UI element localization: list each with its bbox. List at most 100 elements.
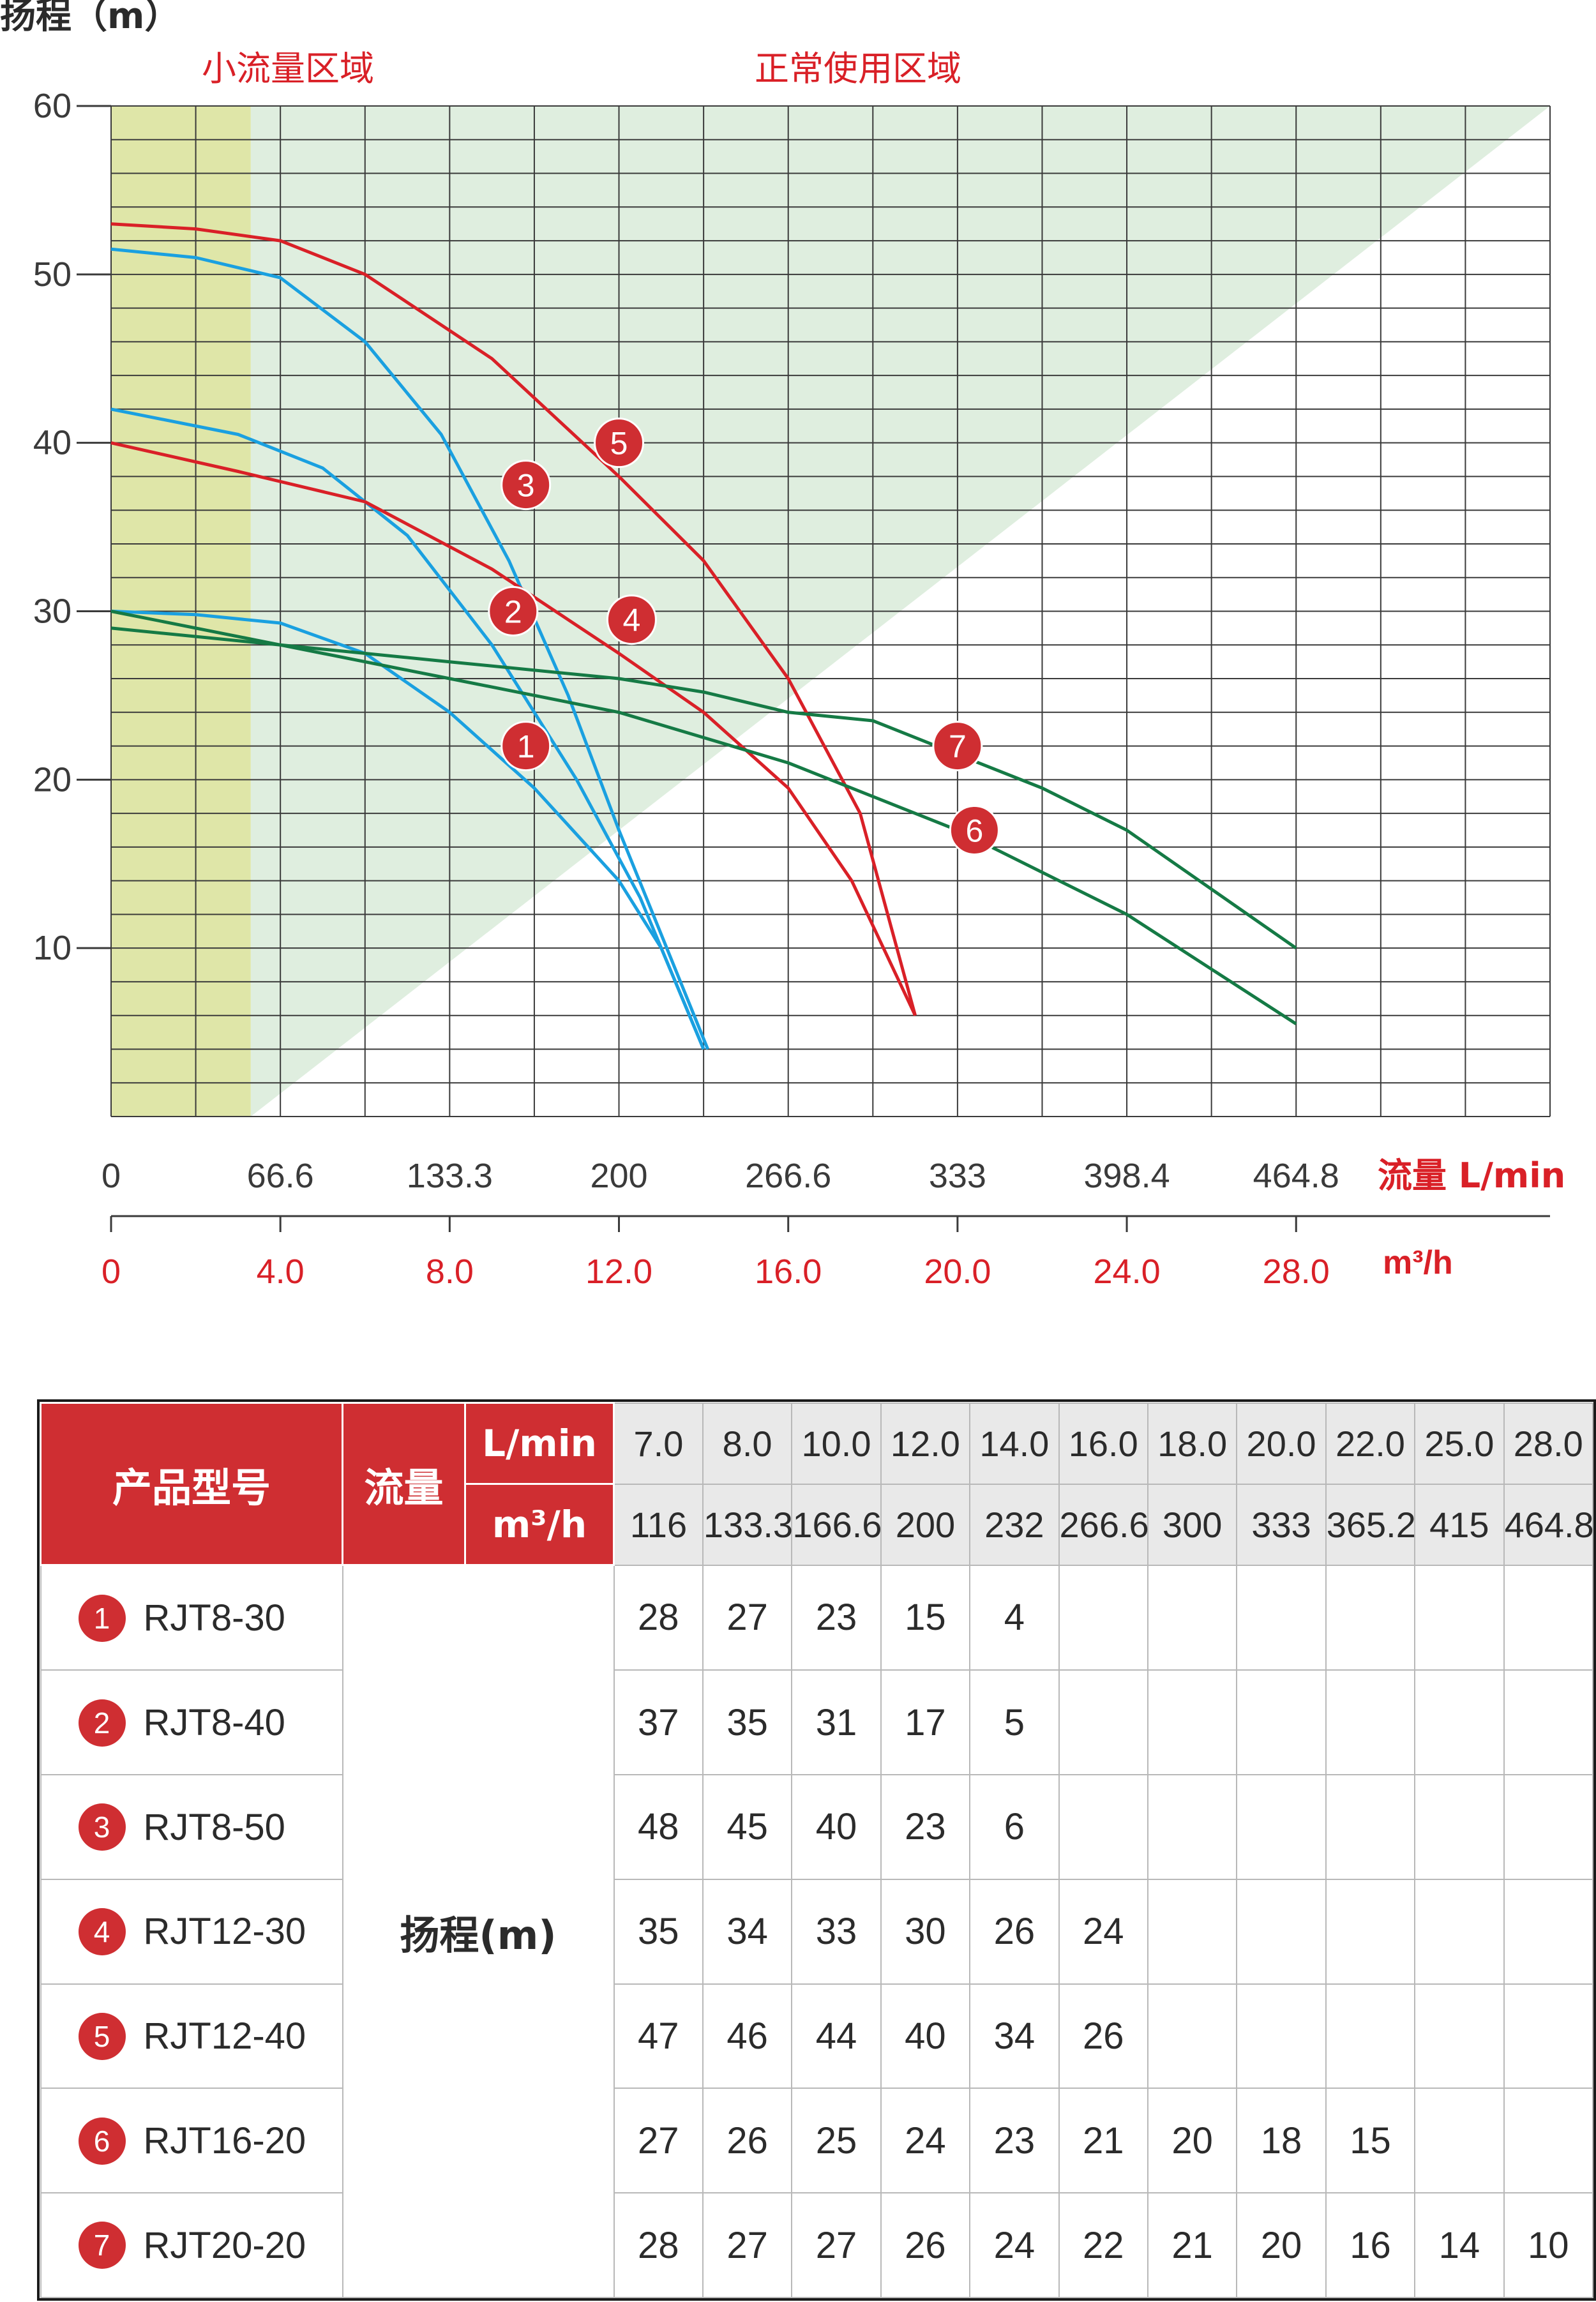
flow-m3h-cell: 464.8	[1503, 1483, 1594, 1566]
model-number-badge: 3	[78, 1803, 126, 1851]
value-cell: 23	[880, 1774, 971, 1880]
value-cell	[1236, 1983, 1327, 2089]
model-cell: 1 RJT8-30	[40, 1564, 343, 1671]
curve-4	[110, 441, 917, 1016]
value-cell: 24	[880, 2088, 971, 2194]
value-cell: 27	[702, 2192, 793, 2298]
model-cell: 3 RJT8-50	[40, 1774, 343, 1880]
value-cell: 15	[880, 1564, 971, 1671]
value-cell	[1325, 1878, 1416, 1985]
value-cell	[1147, 1774, 1238, 1880]
flow-m3h-cell: 133.3	[702, 1483, 793, 1566]
header-unit-m3h: m³/h	[464, 1483, 615, 1566]
value-cell: 28	[613, 1564, 704, 1671]
header-model: 产品型号	[40, 1402, 343, 1566]
flow-m3h-cell: 200	[880, 1483, 971, 1566]
y-tick-label: 30	[33, 592, 72, 631]
value-cell: 40	[791, 1774, 882, 1880]
zone-label-low-flow: 小流量区域	[202, 49, 374, 89]
value-cell: 21	[1147, 2192, 1238, 2298]
x-tick-label-m3h: 28.0	[1263, 1253, 1330, 1291]
curve-2	[110, 407, 705, 1050]
model-name: RJT16-20	[143, 2120, 306, 2162]
model-name: RJT12-30	[143, 1911, 306, 1953]
flow-lmin-cell: 18.0	[1147, 1402, 1238, 1485]
curve-badge-7: 7	[932, 721, 983, 772]
flow-lmin-cell: 8.0	[702, 1402, 793, 1485]
curve-3	[110, 247, 710, 1050]
y-tick-label: 20	[33, 760, 72, 799]
value-cell	[1503, 2088, 1594, 2194]
flow-lmin-cell: 25.0	[1414, 1402, 1505, 1485]
value-cell	[1414, 1669, 1505, 1776]
value-cell	[1236, 1774, 1327, 1880]
flow-m3h-cell: 300	[1147, 1483, 1238, 1566]
value-cell	[1058, 1564, 1148, 1671]
flow-m3h-cell: 415	[1414, 1483, 1505, 1566]
zone-label-normal-use: 正常使用区域	[755, 49, 961, 89]
curve-badge-number: 1	[517, 729, 535, 765]
table-row: 6 RJT16-20 27 26 25 24 23 21 20 18 15	[40, 2088, 1594, 2194]
value-cell: 15	[1325, 2088, 1416, 2194]
value-cell	[1414, 2088, 1505, 2194]
x-tick-label-lmin: 398.4	[1083, 1157, 1170, 1195]
model-number-badge: 5	[78, 2012, 126, 2060]
value-cell: 17	[880, 1669, 971, 1776]
x-tick-label-lmin: 200	[590, 1157, 647, 1195]
x-tick-label-m3h: 12.0	[585, 1253, 652, 1291]
model-number-badge: 4	[78, 1908, 126, 1956]
y-tick-label: 10	[33, 929, 72, 967]
value-cell: 21	[1058, 2088, 1148, 2194]
value-cell: 4	[969, 1564, 1060, 1671]
curve-badge-2: 2	[488, 586, 539, 636]
value-cell	[1325, 1564, 1416, 1671]
value-cell: 6	[969, 1774, 1060, 1880]
value-cell: 27	[791, 2192, 882, 2298]
model-cell: 7 RJT20-20	[40, 2192, 343, 2298]
model-number-badge: 2	[78, 1699, 126, 1747]
value-cell: 10	[1503, 2192, 1594, 2298]
flow-lmin-cell: 22.0	[1325, 1402, 1416, 1485]
x-tick-label-lmin: 266.6	[745, 1157, 831, 1195]
curve-badge-number: 4	[623, 603, 641, 638]
curve-badge-6: 6	[949, 804, 1000, 855]
curve-badge-5: 5	[594, 418, 645, 469]
flow-lmin-cell: 12.0	[880, 1402, 971, 1485]
value-cell: 48	[613, 1774, 704, 1880]
value-cell	[1503, 1669, 1594, 1776]
value-cell	[1147, 1878, 1238, 1985]
performance-table: 产品型号 流量 L/min 7.0 8.0 10.0 12.0 14.0 16.0 18.0 20.…	[37, 1399, 1596, 2301]
model-cell: 4 RJT12-30	[40, 1878, 343, 1985]
curve-badge-number: 3	[517, 468, 535, 504]
y-tick-label: 50	[33, 255, 72, 294]
value-cell: 20	[1147, 2088, 1238, 2194]
value-cell	[1236, 1669, 1327, 1776]
curve-badge-circle	[488, 586, 539, 636]
x-unit-m3h: m³/h	[1383, 1244, 1453, 1281]
value-cell: 23	[791, 1564, 882, 1671]
x-tick-label-lmin: 333	[929, 1157, 986, 1195]
value-cell: 26	[1058, 1983, 1148, 2089]
value-cell: 28	[613, 2192, 704, 2298]
chart-curves	[110, 222, 1297, 1050]
x-tick-label-lmin: 464.8	[1253, 1157, 1339, 1195]
value-cell: 5	[969, 1669, 1060, 1776]
value-cell: 24	[969, 2192, 1060, 2298]
model-number-badge: 7	[78, 2222, 126, 2269]
y-tick-label: 60	[33, 87, 72, 125]
x-tick-label-m3h: 8.0	[426, 1253, 474, 1291]
flow-m3h-cell: 116	[613, 1483, 704, 1566]
value-cell: 46	[702, 1983, 793, 2089]
value-cell	[1058, 1669, 1148, 1776]
curve-badge-number: 5	[610, 426, 628, 462]
flow-lmin-cell: 10.0	[791, 1402, 882, 1485]
chart-grid	[77, 105, 1551, 1232]
table-row: 4 RJT12-30 35 34 33 30 26 24	[40, 1878, 1594, 1985]
flow-m3h-cell: 333	[1236, 1483, 1327, 1566]
curve-badge-4: 4	[606, 594, 657, 645]
curve-badge-number: 2	[504, 594, 522, 630]
value-cell: 33	[791, 1878, 882, 1985]
value-cell	[1503, 1878, 1594, 1985]
flow-m3h-cell: 266.6	[1058, 1483, 1149, 1566]
